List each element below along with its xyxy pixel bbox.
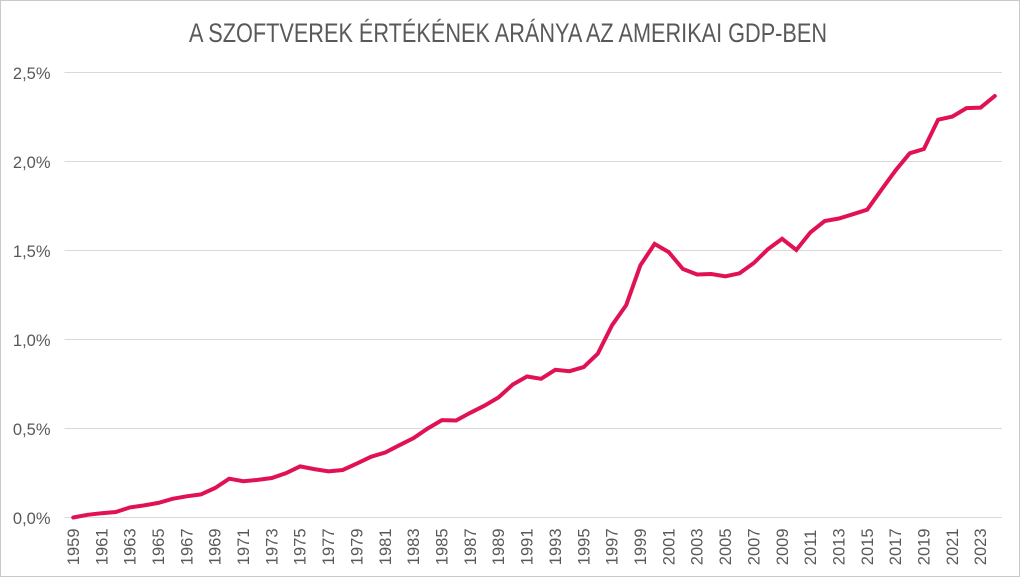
svg-text:2,0%: 2,0% (13, 154, 51, 172)
svg-text:1995: 1995 (575, 528, 593, 565)
svg-text:1967: 1967 (178, 528, 196, 565)
svg-text:2017: 2017 (887, 528, 905, 565)
svg-text:1987: 1987 (462, 528, 480, 565)
svg-text:1965: 1965 (150, 528, 168, 565)
svg-text:2009: 2009 (774, 528, 792, 565)
svg-text:A SZOFTVEREK ÉRTÉKÉNEK ARÁNYA: A SZOFTVEREK ÉRTÉKÉNEK ARÁNYA AZ AMERIKA… (189, 18, 827, 48)
svg-text:1989: 1989 (490, 528, 508, 565)
svg-text:1,0%: 1,0% (13, 332, 51, 350)
svg-text:2003: 2003 (689, 528, 707, 565)
svg-text:2021: 2021 (944, 528, 962, 565)
svg-text:2007: 2007 (745, 528, 763, 565)
svg-text:1977: 1977 (320, 528, 338, 565)
svg-text:1993: 1993 (547, 528, 565, 565)
svg-text:2019: 2019 (916, 528, 934, 565)
svg-text:2015: 2015 (859, 528, 877, 565)
svg-text:1981: 1981 (377, 528, 395, 565)
svg-text:1973: 1973 (263, 528, 281, 565)
svg-text:1,5%: 1,5% (13, 243, 51, 261)
svg-text:2011: 2011 (802, 530, 820, 565)
svg-text:1971: 1971 (235, 528, 253, 565)
svg-text:1959: 1959 (65, 528, 83, 565)
svg-text:2013: 2013 (831, 528, 849, 565)
svg-text:1985: 1985 (434, 528, 452, 565)
svg-text:1999: 1999 (632, 528, 650, 565)
svg-text:2,5%: 2,5% (13, 65, 51, 83)
svg-text:1961: 1961 (93, 528, 111, 565)
svg-text:1963: 1963 (122, 528, 140, 565)
svg-text:1983: 1983 (405, 528, 423, 565)
svg-text:1997: 1997 (604, 528, 622, 565)
svg-text:0,0%: 0,0% (13, 510, 51, 528)
svg-text:1975: 1975 (292, 528, 310, 565)
svg-text:1991: 1991 (519, 528, 537, 565)
svg-text:2001: 2001 (660, 528, 678, 565)
svg-text:1969: 1969 (207, 528, 225, 565)
svg-text:2023: 2023 (972, 528, 990, 565)
svg-text:1979: 1979 (348, 528, 366, 565)
svg-text:0,5%: 0,5% (13, 421, 51, 439)
svg-text:2005: 2005 (717, 528, 735, 565)
